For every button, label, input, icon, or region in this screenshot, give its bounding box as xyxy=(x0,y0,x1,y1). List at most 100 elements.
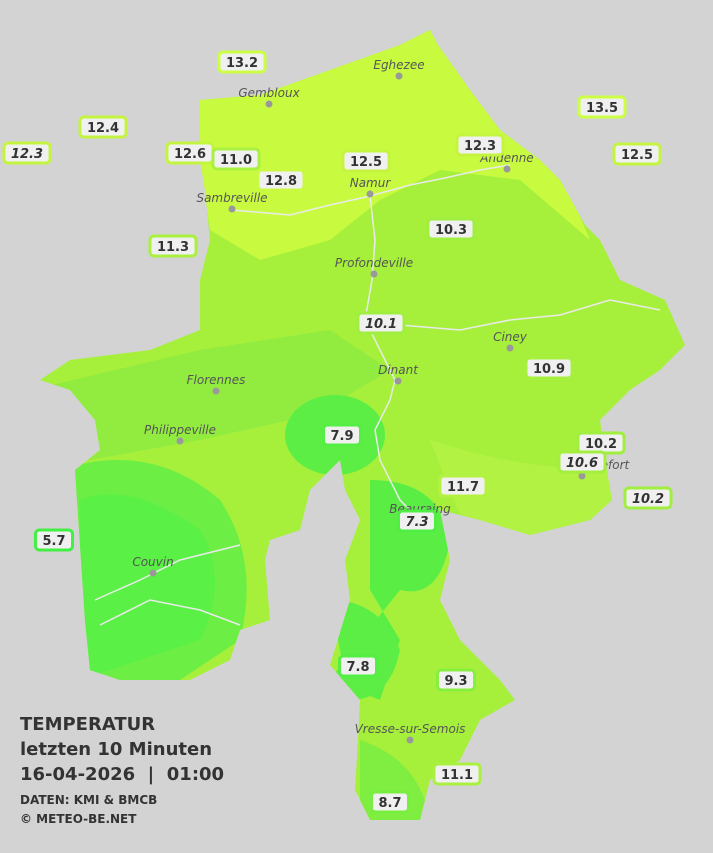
reading-box xyxy=(435,668,477,692)
reading-value: 7.3 xyxy=(405,515,428,530)
town-dot xyxy=(176,437,184,445)
town-dot xyxy=(370,270,378,278)
reading: 8.7 xyxy=(369,790,411,814)
reading: 12.5 xyxy=(341,149,391,173)
reading: 10.6 xyxy=(557,450,607,474)
reading-box xyxy=(369,790,411,814)
reading: 13.5 xyxy=(577,95,627,119)
reading-box xyxy=(148,234,198,258)
town-dot xyxy=(265,100,273,108)
reading-value: 10.2 xyxy=(585,437,617,452)
river xyxy=(231,164,511,216)
town-label: Couvin xyxy=(132,555,173,569)
reading-value: 5.7 xyxy=(42,534,65,549)
town-dot xyxy=(578,472,586,480)
legend-title: TEMPERATUR xyxy=(20,714,155,735)
town-dot xyxy=(506,344,514,352)
town-dot xyxy=(503,165,511,173)
reading-value: 11.3 xyxy=(157,240,189,255)
reading-box xyxy=(524,356,574,380)
reading: 7.9 xyxy=(321,423,363,447)
readings: 13.2 12.4 12.3 12.6 11.0 12.8 12.5 12.3 13.5 12.5… xyxy=(2,50,673,814)
town-label: Namur xyxy=(350,176,392,190)
town-label: Vresse-sur-Semois xyxy=(355,722,466,736)
reading-value: 12.5 xyxy=(350,155,382,170)
reading-value: 12.8 xyxy=(265,174,297,189)
reading: 11.7 xyxy=(438,474,488,498)
reading: 10.1 xyxy=(356,311,406,335)
reading-box xyxy=(33,528,75,552)
town-label: Dinant xyxy=(378,363,419,377)
reading-box xyxy=(557,450,607,474)
town-dot xyxy=(212,387,220,395)
reading-box xyxy=(426,217,476,241)
reading-box xyxy=(623,486,673,510)
town-label: Profondeville xyxy=(335,256,413,270)
legend: TEMPERATUR letzten 10 Minuten 16-04-2026… xyxy=(20,714,224,826)
towns: EghezeeGemblouxAndenneNamurSambrevillePr… xyxy=(132,58,631,744)
reading: 12.4 xyxy=(78,115,128,139)
reading: 9.3 xyxy=(435,668,477,692)
legend-timestamp: 16-04-2026 | 01:00 xyxy=(20,764,224,785)
town-label: Gembloux xyxy=(238,86,300,100)
town-label: Florennes xyxy=(187,373,246,387)
river xyxy=(399,299,661,331)
reading-box xyxy=(256,168,306,192)
legend-copyright: © METEO-BE.NET xyxy=(20,812,137,826)
reading: 11.1 xyxy=(432,762,482,786)
reading: 12.3 xyxy=(455,133,505,157)
town-dot xyxy=(406,736,414,744)
town-label: Ciney xyxy=(493,330,528,344)
reading: 7.8 xyxy=(337,654,379,678)
reading: 7.3 xyxy=(396,509,438,533)
reading: 10.3 xyxy=(426,217,476,241)
town-label: Eghezee xyxy=(373,58,424,72)
reading-box xyxy=(356,311,406,335)
town-dot xyxy=(394,377,402,385)
reading: 12.3 xyxy=(2,141,52,165)
reading-box xyxy=(612,142,662,166)
river xyxy=(99,599,241,626)
reading-value: 7.8 xyxy=(346,660,369,675)
reading-value: 10.9 xyxy=(533,362,565,377)
reading-value: 12.6 xyxy=(174,147,206,162)
reading-value: 10.2 xyxy=(632,492,664,507)
reading-value: 10.3 xyxy=(435,223,467,238)
reading-box xyxy=(217,50,267,74)
reading-value: 10.6 xyxy=(566,456,598,471)
reading-value: 12.3 xyxy=(464,139,496,154)
reading-box xyxy=(2,141,52,165)
reading: 12.6 xyxy=(165,141,215,165)
reading-value: 11.7 xyxy=(447,480,479,495)
reading: 10.2 xyxy=(576,431,626,455)
reading-box xyxy=(438,474,488,498)
reading-value: 10.1 xyxy=(365,317,397,332)
reading-box xyxy=(396,509,438,533)
reading: 12.8 xyxy=(256,168,306,192)
reading-box xyxy=(577,95,627,119)
town-label: Sambreville xyxy=(196,191,267,205)
reading: 10.9 xyxy=(524,356,574,380)
town-dot xyxy=(228,205,236,213)
reading-value: 8.7 xyxy=(378,796,401,811)
reading-value: 13.5 xyxy=(586,101,618,116)
reading-value: 9.3 xyxy=(444,674,467,689)
legend-source: DATEN: KMI & BMCB xyxy=(20,793,157,807)
reading-box xyxy=(337,654,379,678)
town-dot xyxy=(149,569,157,577)
town-label: Philippeville xyxy=(144,423,216,437)
river xyxy=(94,544,241,601)
reading: 13.2 xyxy=(217,50,267,74)
reading-value: 12.5 xyxy=(621,148,653,163)
legend-period: letzten 10 Minuten xyxy=(20,739,212,760)
reading: 11.0 xyxy=(211,147,261,171)
reading-value: 13.2 xyxy=(226,56,258,71)
reading-value: 7.9 xyxy=(330,429,353,444)
reading-box xyxy=(321,423,363,447)
reading-box xyxy=(455,133,505,157)
town-dot xyxy=(395,72,403,80)
reading: 11.3 xyxy=(148,234,198,258)
reading-value: 11.1 xyxy=(441,768,473,783)
